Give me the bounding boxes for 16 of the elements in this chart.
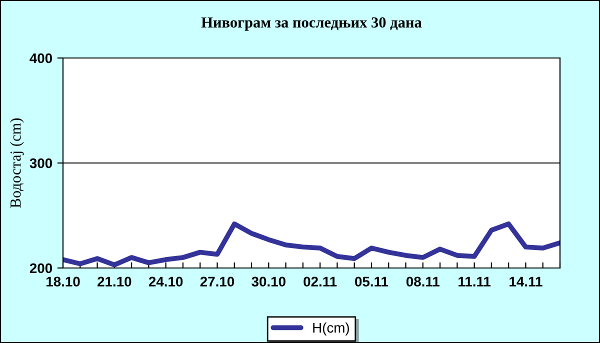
- y-tick-label: 200: [30, 263, 52, 274]
- chart-title: Нивограм за последњих 30 дана: [201, 17, 422, 31]
- x-tick-label: 18.10: [46, 276, 80, 287]
- x-tick-label: 24.10: [148, 276, 183, 287]
- x-tick-label: 27.10: [200, 276, 234, 287]
- x-tick-label: 21.10: [98, 276, 132, 287]
- y-tick-label: 400: [30, 53, 52, 64]
- legend-label: H(cm): [313, 322, 349, 336]
- x-tick-label: 14.11: [510, 276, 542, 286]
- x-tick-label: 02.11: [304, 276, 337, 287]
- y-tick-label: 300: [30, 158, 52, 168]
- x-tick-label: 30.10: [252, 276, 286, 287]
- x-tick-label: 11.11: [458, 276, 491, 286]
- x-tick-label: 05.11: [355, 276, 388, 287]
- y-axis-title: Водостај (cm): [10, 118, 24, 208]
- x-tick-label: 08.11: [406, 276, 440, 287]
